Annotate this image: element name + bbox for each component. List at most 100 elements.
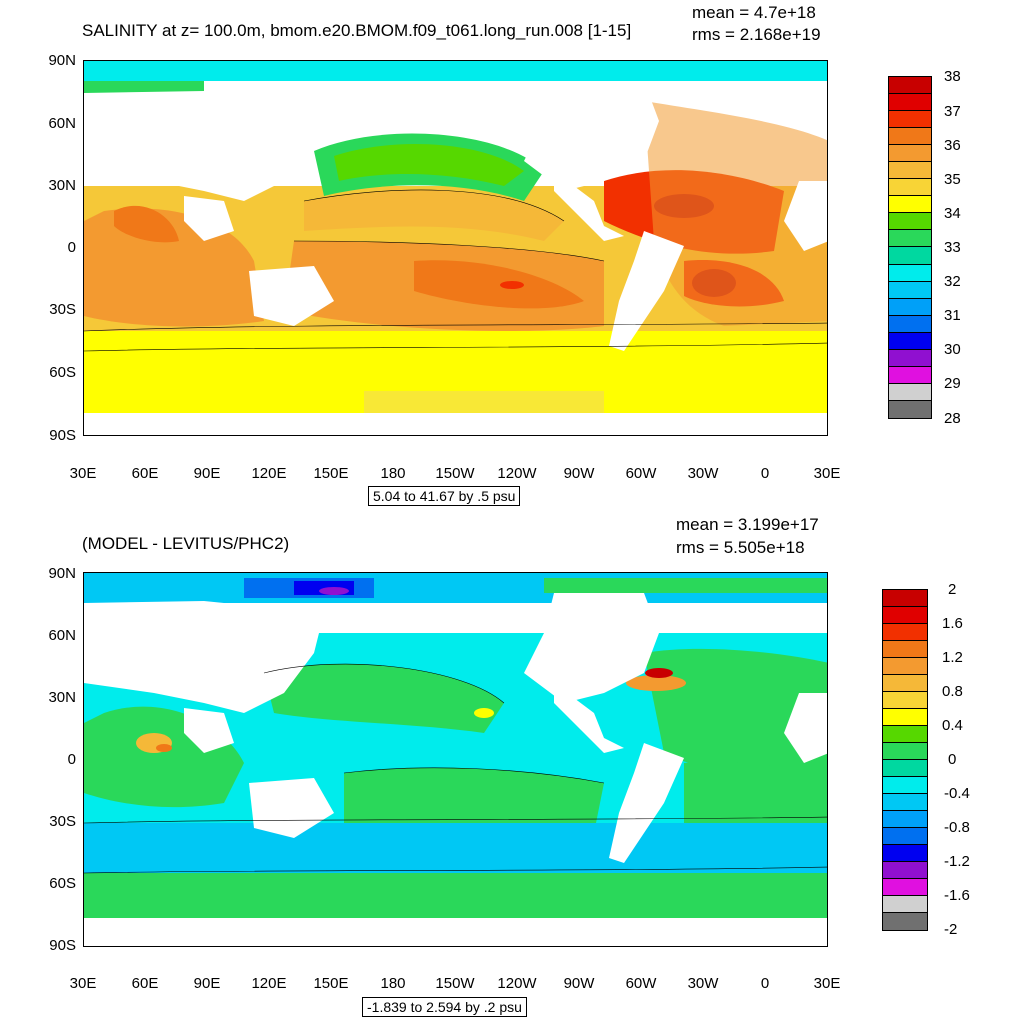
colorbar-swatch <box>889 349 931 367</box>
colorbar-swatch <box>889 264 931 282</box>
colorbar-swatch <box>883 794 927 811</box>
lon-label: 150W <box>435 975 475 992</box>
colorbar-label: 29 <box>944 375 961 392</box>
lat-label: 60N <box>48 627 76 644</box>
colorbar-swatch <box>889 230 931 248</box>
colorbar-label: 33 <box>944 239 961 256</box>
colorbar-label: 37 <box>944 103 961 120</box>
colorbar-swatch <box>889 298 931 316</box>
colorbar-swatch <box>883 777 927 794</box>
colorbar-label: 38 <box>944 68 961 85</box>
lon-label: 90W <box>563 465 595 482</box>
lat-label: 0 <box>67 751 76 768</box>
colorbar-swatch <box>889 77 931 95</box>
lon-label: 120W <box>497 975 537 992</box>
colorbar-swatch <box>889 111 931 129</box>
lat-label: 60S <box>49 875 76 892</box>
lon-label: 30E <box>813 975 841 992</box>
lat-label: 90S <box>49 427 76 444</box>
map-plot-area <box>83 60 828 436</box>
stat-mean: mean = 3.199e+17 <box>676 515 819 534</box>
lat-label: 30N <box>48 689 76 706</box>
lon-label: 90E <box>193 975 221 992</box>
colorbar-swatch <box>883 896 927 913</box>
lon-label: 120W <box>497 465 537 482</box>
colorbar-label: -0.8 <box>944 819 970 836</box>
colorbar-swatch <box>883 641 927 658</box>
colorbar <box>882 589 928 931</box>
lon-label: 90E <box>193 465 221 482</box>
lon-label: 120E <box>251 465 287 482</box>
colorbar-swatch <box>883 658 927 675</box>
difference-field <box>84 573 827 946</box>
colorbar-swatch <box>889 281 931 299</box>
colorbar-swatch <box>889 196 931 214</box>
colorbar-swatch <box>889 213 931 231</box>
colorbar-swatch <box>889 179 931 197</box>
lon-label: 150E <box>313 975 349 992</box>
colorbar-swatch <box>889 383 931 401</box>
colorbar-swatch <box>883 743 927 760</box>
colorbar-label: 1.2 <box>942 649 963 666</box>
colorbar-label: 32 <box>944 273 961 290</box>
colorbar-swatch <box>889 247 931 265</box>
lat-label: 90S <box>49 937 76 954</box>
lat-label: 0 <box>67 239 76 256</box>
map-title: (MODEL - LEVITUS/PHC2) <box>82 534 290 553</box>
lon-label: 60E <box>131 465 159 482</box>
colorbar-swatch <box>883 624 927 641</box>
colorbar-label: 30 <box>944 341 961 358</box>
colorbar-swatch <box>889 400 931 418</box>
colorbar-label: -1.2 <box>944 853 970 870</box>
lon-label: 120E <box>251 975 287 992</box>
colorbar-label: 2 <box>948 581 957 598</box>
lon-label: 30E <box>69 465 97 482</box>
salinity-field <box>84 61 827 435</box>
colorbar-swatch <box>889 94 931 112</box>
colorbar-swatch <box>883 590 927 607</box>
colorbar-label: 35 <box>944 171 961 188</box>
colorbar-swatch <box>889 332 931 350</box>
stat-rms: rms = 5.505e+18 <box>676 538 805 557</box>
colorbar-swatch <box>883 675 927 692</box>
lon-label: 0 <box>760 465 770 482</box>
colorbar-label: -0.4 <box>944 785 970 802</box>
colorbar-label: -1.6 <box>944 887 970 904</box>
lon-label: 60W <box>625 465 657 482</box>
stat-mean: mean = 4.7e+18 <box>692 3 816 22</box>
colorbar-label: 0.8 <box>942 683 963 700</box>
colorbar-swatch <box>883 760 927 777</box>
colorbar-label: 36 <box>944 137 961 154</box>
lat-label: 90N <box>48 52 76 69</box>
lat-label: 60N <box>48 115 76 132</box>
lon-label: 90W <box>563 975 595 992</box>
colorbar-label: 34 <box>944 205 961 222</box>
colorbar-label: 31 <box>944 307 961 324</box>
map-title: SALINITY at z= 100.0m, bmom.e20.BMOM.f09… <box>82 21 632 40</box>
contour-info-box: 5.04 to 41.67 by .5 psu <box>368 486 521 506</box>
colorbar-swatch <box>883 828 927 845</box>
colorbar-swatch <box>883 726 927 743</box>
lon-label: 60W <box>625 975 657 992</box>
colorbar-label: -2 <box>944 921 958 938</box>
lon-label: 30W <box>687 975 719 992</box>
colorbar-swatch <box>883 879 927 896</box>
lat-label: 60S <box>49 364 76 381</box>
colorbar-label: 1.6 <box>942 615 963 632</box>
colorbar-swatch <box>889 162 931 180</box>
map-plot-area <box>83 572 828 947</box>
colorbar-swatch <box>889 366 931 384</box>
colorbar-swatch <box>883 845 927 862</box>
colorbar-swatch <box>883 692 927 709</box>
lon-label: 180 <box>380 465 406 482</box>
colorbar-swatch <box>889 315 931 333</box>
colorbar <box>888 76 932 419</box>
colorbar-swatch <box>883 811 927 828</box>
lon-label: 30W <box>687 465 719 482</box>
lat-label: 90N <box>48 565 76 582</box>
lon-label: 150E <box>313 465 349 482</box>
lon-label: 180 <box>380 975 406 992</box>
lon-label: 30E <box>69 975 97 992</box>
lon-label: 150W <box>435 465 475 482</box>
lon-label: 30E <box>813 465 841 482</box>
